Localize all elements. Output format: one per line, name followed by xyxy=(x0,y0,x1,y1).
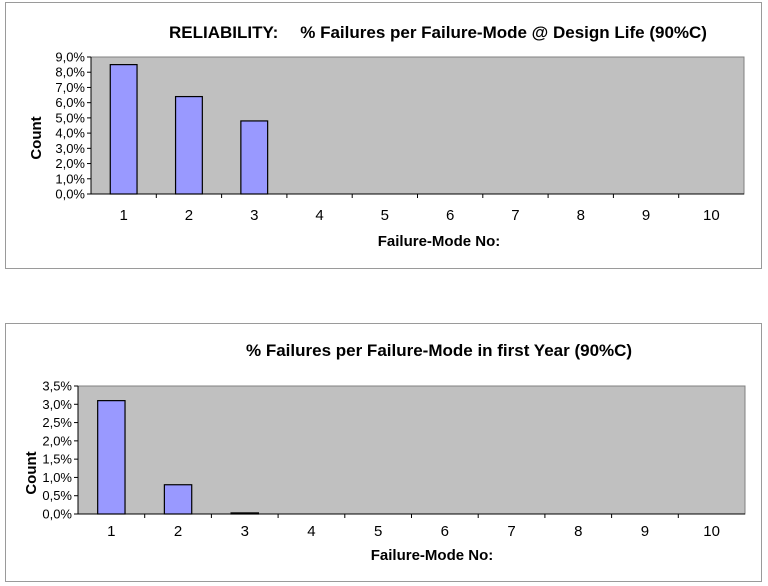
y-tick-label: 2,5% xyxy=(42,415,72,430)
x-tick-label: 2 xyxy=(174,523,182,540)
y-tick-label: 3,0% xyxy=(55,141,85,156)
y-tick-label: 1,0% xyxy=(55,171,85,186)
y-axis-title: Count xyxy=(23,451,40,494)
y-tick-label: 2,0% xyxy=(42,433,72,448)
y-tick-label: 7,0% xyxy=(55,80,85,95)
bar xyxy=(109,64,138,195)
bar xyxy=(240,120,269,195)
bar xyxy=(97,400,126,515)
x-tick-label: 9 xyxy=(642,207,650,224)
y-tick-label: 9,0% xyxy=(55,50,85,65)
x-axis-title: Failure-Mode No: xyxy=(371,547,494,564)
chart-title-prefix: RELIABILITY: xyxy=(169,23,279,42)
y-tick-label: 0,0% xyxy=(42,507,72,522)
x-tick-label: 3 xyxy=(241,523,249,540)
y-axis-title: Count xyxy=(28,116,45,159)
chart-plot-svg: 0,0% 0,5% 1,0% 1,5% 2,0% 2,5% 3,0% 3,5% 1 2 3 4 5 6 7 8… xyxy=(23,379,746,564)
chart-title-text: % Failures per Failure-Mode in first Yea… xyxy=(246,341,633,360)
x-tick-label: 8 xyxy=(574,523,582,540)
chart-title: % Failures per Failure-Mode in first Yea… xyxy=(246,341,632,361)
x-tick-label: 2 xyxy=(185,207,193,224)
x-tick-label: 6 xyxy=(441,523,449,540)
y-tick-label: 1,5% xyxy=(42,452,72,467)
x-tick-label: 4 xyxy=(307,523,315,540)
y-tick-label: 8,0% xyxy=(55,65,85,80)
first-year-chart: % Failures per Failure-Mode in first Yea… xyxy=(5,323,762,582)
y-tick-label: 6,0% xyxy=(55,95,85,110)
chart-title: RELIABILITY: % Failures per Failure-Mode … xyxy=(169,23,707,43)
y-tick-label: 0,0% xyxy=(55,187,85,202)
y-tick-label: 0,5% xyxy=(42,488,72,503)
x-tick-label: 5 xyxy=(381,207,389,224)
x-tick-label: 7 xyxy=(507,523,515,540)
x-tick-label: 10 xyxy=(703,523,720,540)
y-tick-label: 2,0% xyxy=(55,156,85,171)
x-tick-label: 3 xyxy=(250,207,258,224)
chart-plot-svg: 0,0%1,0%2,0%3,0%4,0%5,0%6,0%7,0%8,0%9,0%… xyxy=(28,50,745,250)
x-axis-title: Failure-Mode No: xyxy=(378,233,501,250)
y-tick-label: 1,0% xyxy=(42,470,72,485)
x-tick-label: 1 xyxy=(107,523,115,540)
y-tick-label: 3,5% xyxy=(42,379,72,394)
x-tick-label: 1 xyxy=(119,207,127,224)
x-tick-label: 7 xyxy=(511,207,519,224)
x-tick-label: 4 xyxy=(315,207,323,224)
reliability-design-life-chart: RELIABILITY: % Failures per Failure-Mode … xyxy=(5,2,762,269)
x-tick-label: 6 xyxy=(446,207,454,224)
chart-title-text: % Failures per Failure-Mode @ Design Lif… xyxy=(300,23,707,42)
x-tick-label: 9 xyxy=(641,523,649,540)
y-tick-label: 3,0% xyxy=(42,397,72,412)
bar xyxy=(163,484,193,515)
x-tick-label: 5 xyxy=(374,523,382,540)
y-tick-label: 5,0% xyxy=(55,110,85,125)
x-tick-label: 8 xyxy=(577,207,585,224)
bar xyxy=(174,95,203,195)
x-tick-label: 10 xyxy=(703,207,720,224)
y-tick-label: 4,0% xyxy=(55,126,85,141)
